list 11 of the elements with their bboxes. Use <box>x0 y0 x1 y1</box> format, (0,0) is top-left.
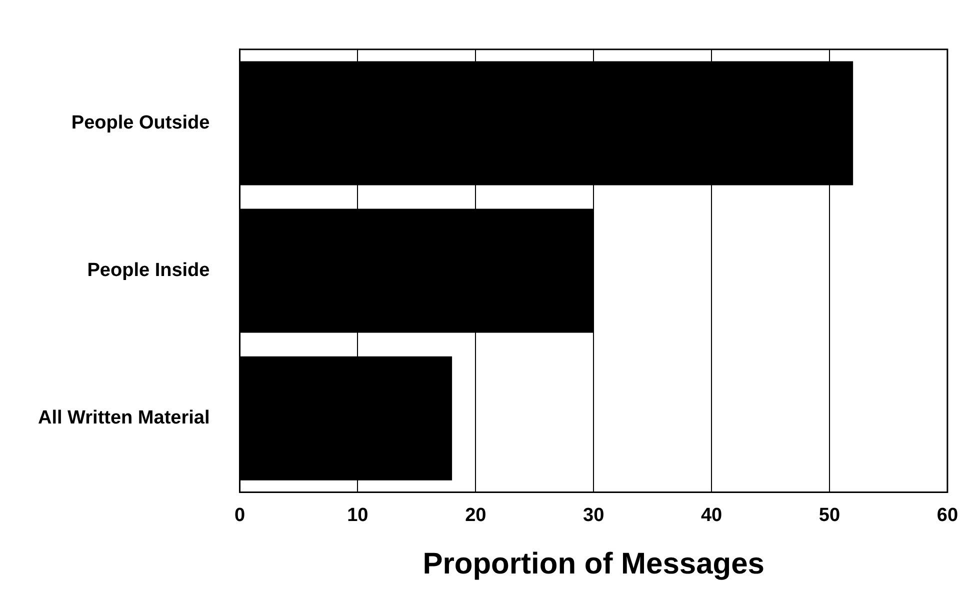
x-tick-label: 50 <box>818 504 840 526</box>
x-tick-label: 30 <box>583 504 604 526</box>
y-tick-label: People Outside <box>71 112 210 134</box>
y-tick-label: People Inside <box>87 260 210 282</box>
x-tick-label: 10 <box>347 504 368 526</box>
x-tick-label: 40 <box>700 504 722 526</box>
x-tick-label: 0 <box>234 504 246 526</box>
y-tick-label: All Written Material <box>38 408 210 429</box>
x-tick-label: 60 <box>936 504 958 526</box>
x-axis-title: Proportion of Messages <box>422 547 764 580</box>
x-tick-label: 20 <box>465 504 486 526</box>
